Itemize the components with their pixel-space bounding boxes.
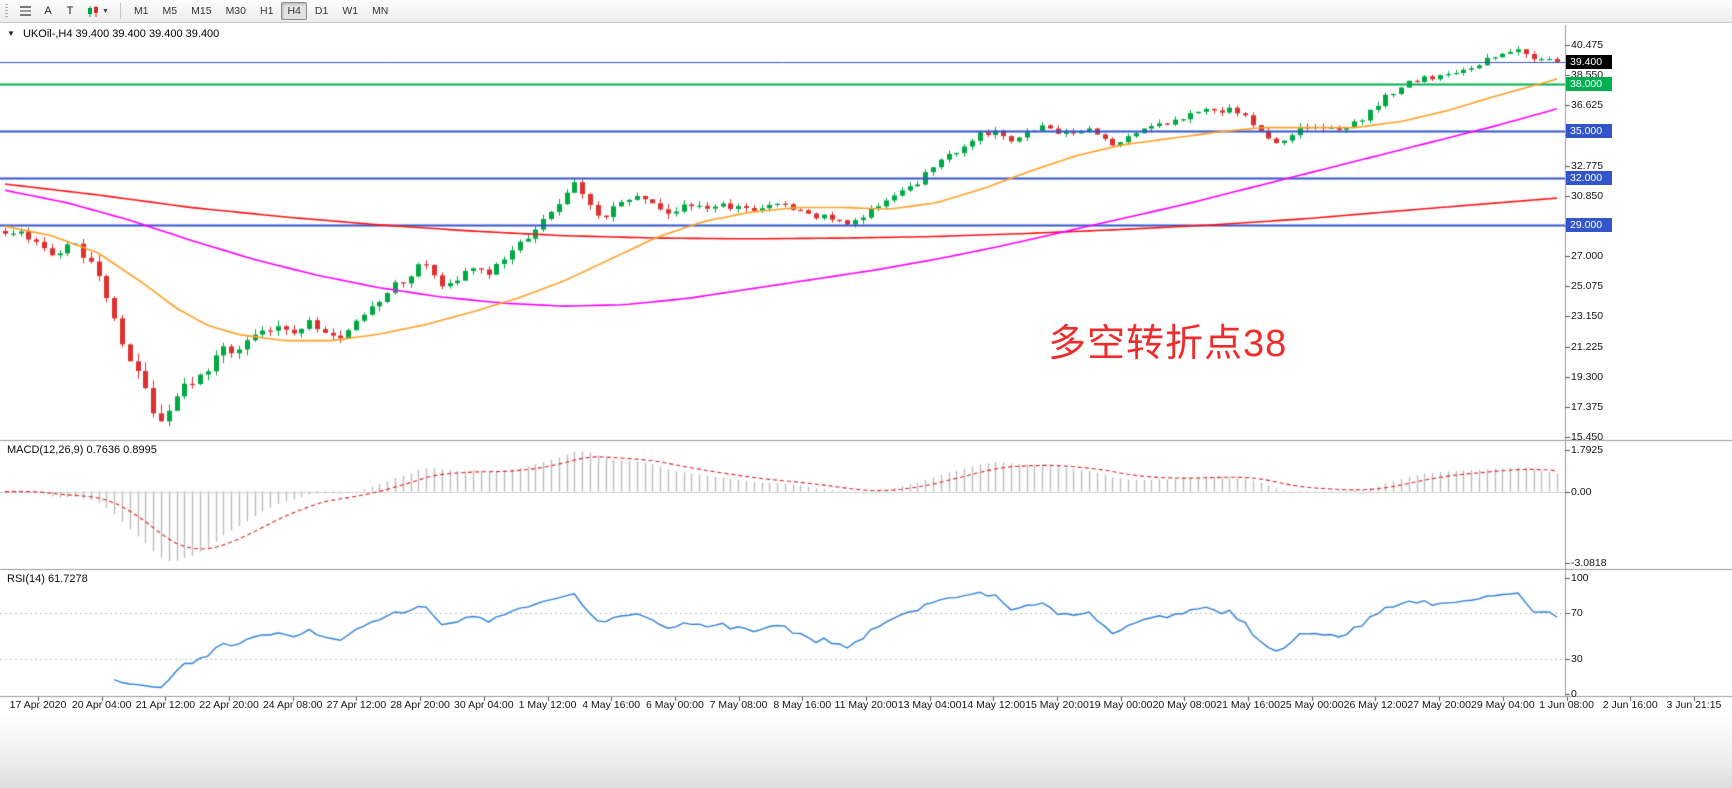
toolbar-separator [119,3,121,19]
time-axis-label: 27 May 20:00 [1407,699,1471,711]
time-axis-label: 20 Apr 04:00 [71,699,132,711]
timeframe-h1-button[interactable]: H1 [260,5,274,17]
rsi-scale-label: 30 [1571,653,1583,666]
timeframe-m15-button[interactable]: M15 [191,5,212,17]
cursor-a-button[interactable]: A [37,2,59,21]
timeframe-h4-button[interactable]: H4 [281,2,307,20]
timeframe-m30-button[interactable]: M30 [225,5,246,17]
chart-type-button[interactable]: ▼ [81,2,114,21]
price-tick-label: 27.000 [1571,250,1604,263]
macd-scale-label: 1.7925 [1571,444,1604,456]
time-axis-label: 29 May 04:00 [1471,699,1535,711]
time-axis-label: 2 Jun 16:00 [1602,699,1658,711]
main-toolbar: A T ▼ M1 M5 M15 M30 H1 H4 D1 W1 MN [0,0,1732,23]
rsi-scale-label: 0 [1571,688,1577,700]
price-tick-label: 23.150 [1571,310,1604,323]
timeframe-m5-button[interactable]: M5 [162,5,178,17]
price-tick-label: 40.475 [1571,39,1604,51]
time-axis-label: 21 Apr 12:00 [135,699,196,711]
price-line-box: 38.000 [1566,76,1612,91]
time-axis-label: 17 Apr 2020 [9,699,67,711]
price-line-box: 35.000 [1566,123,1612,138]
time-axis-label: 21 May 16:00 [1216,699,1280,711]
rsi-indicator-label: RSI(14) 61.7278 [7,573,88,585]
time-axis-label: 30 Apr 04:00 [454,699,514,711]
time-axis-label: 28 Apr 20:00 [390,699,450,711]
time-axis-label: 22 Apr 20:00 [199,699,259,711]
time-axis-label: 26 May 12:00 [1343,699,1408,711]
time-axis-label: 11 May 20:00 [834,699,898,711]
price-tick-label: 32.775 [1571,159,1604,172]
timeframe-mn-button[interactable]: MN [372,5,389,17]
price-tick-label: 21.225 [1571,340,1604,353]
time-axis-label: 27 Apr 12:00 [326,699,387,711]
price-scale[interactable]: 40.47538.55036.62534.70032.77530.85028.9… [1565,26,1732,443]
price-tick-label: 19.300 [1571,370,1604,383]
time-axis[interactable]: 17 Apr 2020 20 Apr 04:00 21 Apr 12:00 22 Ap… [0,696,1732,714]
timeframe-w1-button[interactable]: W1 [342,5,359,17]
rsi-scale-label: 100 [1571,572,1589,584]
time-axis-label: 6 May 00:00 [645,699,704,711]
time-axis-label: 7 May 08:00 [709,699,768,711]
price-line-box: 39.400 [1566,54,1612,69]
rsi-scale[interactable]: 100 70 30 0 [1565,570,1732,700]
price-tick-label: 15.450 [1571,430,1604,443]
price-tick-label: 30.850 [1571,189,1604,202]
toolbar-grip-handle[interactable] [5,3,8,19]
time-axis-label: 20 May 08:00 [1152,699,1217,711]
timeframe-d1-button[interactable]: D1 [314,5,329,17]
macd-indicator-label: MACD(12,26,9) 0.7636 0.8995 [7,444,157,456]
collapse-triangle-icon[interactable]: ▼ [7,29,15,38]
time-axis-label: 8 May 16:00 [773,699,832,711]
price-tick-label: 17.375 [1571,400,1604,413]
price-tick-label: 25.075 [1571,280,1604,293]
macd-scale-label: -3.0818 [1571,557,1607,570]
time-axis-label: 24 Apr 08:00 [262,699,323,711]
chart-title: ▼ UKOil-,H4 39.400 39.400 39.400 39.400 [7,28,219,40]
time-axis-label: 19 May 00:00 [1088,699,1153,711]
macd-scale-label: 0.00 [1571,485,1592,498]
time-axis-label: 1 May 12:00 [518,699,577,711]
time-axis-label: 14 May 12:00 [961,699,1026,711]
price-tick-label: 36.625 [1571,99,1604,112]
text-tool-button[interactable]: T [59,2,81,21]
rsi-scale-label: 70 [1571,606,1583,619]
time-axis-label: 25 May 00:00 [1279,699,1344,711]
price-line-box: 29.000 [1566,217,1612,232]
candlestick-icon [88,5,98,17]
charts-list-button[interactable] [14,2,37,21]
time-axis-label: 3 Jun 21:15 [1666,699,1722,711]
time-axis-label: 13 May 04:00 [897,699,962,711]
timeframe-m1-button[interactable]: M1 [133,5,149,17]
time-axis-label: 4 May 16:00 [582,699,641,711]
list-icon [20,6,31,16]
annotation-text: 多空转折点38 [1048,323,1288,365]
chart-title-text: UKOil-,H4 39.400 39.400 39.400 39.400 [22,28,220,40]
time-axis-label: 15 May 20:00 [1025,699,1089,711]
timeframe-group: M1 M5 M15 M30 H1 H4 D1 W1 MN [127,2,395,20]
macd-scale[interactable]: 1.7925 0.00 -3.0818 [1565,441,1732,569]
dropdown-caret-icon: ▼ [102,7,109,15]
price-line-box: 32.000 [1566,170,1612,185]
time-axis-label: 1 Jun 08:00 [1539,699,1594,711]
